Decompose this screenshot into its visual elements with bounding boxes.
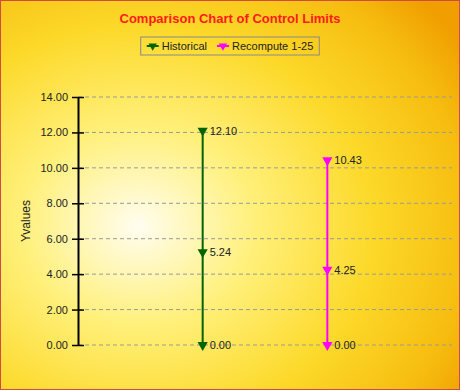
legend-marker	[219, 44, 227, 51]
legend: Historical Recompute 1-25	[141, 37, 320, 55]
legend-label: Historical	[162, 40, 207, 52]
y-tick: 4.00	[47, 268, 84, 280]
data-label: 0.00	[334, 339, 355, 351]
chart-svg: Comparison Chart of Control Limits 0.00 2.…	[0, 0, 460, 390]
data-label: 10.43	[334, 154, 362, 166]
y-tick-mark	[72, 168, 84, 170]
legend-box	[141, 37, 320, 55]
marker	[322, 157, 332, 166]
legend-marker	[149, 44, 157, 51]
series-line	[326, 160, 328, 345]
data-label: 12.10	[210, 125, 238, 137]
grid	[78, 97, 452, 345]
y-tick-label: 4.00	[47, 268, 68, 280]
y-tick-mark	[72, 345, 84, 347]
y-tick-mark	[72, 274, 84, 276]
y-tick-mark	[72, 203, 84, 205]
y-tick-mark	[72, 309, 84, 311]
y-tick: 10.00	[40, 162, 84, 174]
y-tick: 8.00	[47, 197, 84, 209]
y-tick-mark	[72, 97, 84, 99]
y-tick-mark	[72, 238, 84, 240]
grid-line	[78, 238, 452, 239]
data-label: 0.00	[210, 339, 231, 351]
legend-item: Historical	[147, 40, 207, 52]
marker	[198, 128, 208, 137]
y-tick: 2.00	[47, 304, 84, 316]
y-tick-label: 8.00	[47, 197, 68, 209]
grid-line	[78, 167, 452, 168]
chart-container: Comparison Chart of Control Limits 0.00 2.…	[0, 0, 460, 390]
legend-item: Recompute 1-25	[217, 40, 313, 52]
y-tick-label: 12.00	[40, 126, 68, 138]
series	[198, 128, 208, 351]
grid-line	[78, 274, 452, 275]
y-tick-label: 2.00	[47, 304, 68, 316]
marker	[322, 267, 332, 276]
background	[1, 1, 460, 390]
legend-label: Recompute 1-25	[232, 40, 313, 52]
grid-line	[78, 203, 452, 204]
y-tick: 6.00	[47, 233, 84, 245]
y-tick: 0.00	[47, 339, 84, 351]
data-label: 5.24	[210, 246, 231, 258]
plot-area	[198, 128, 333, 351]
series	[322, 157, 332, 351]
marker	[322, 342, 332, 351]
data-label: 4.25	[334, 264, 355, 276]
y-tick: 12.00	[40, 126, 84, 138]
y-tick-label: 10.00	[40, 162, 68, 174]
grid-line	[78, 345, 452, 346]
y-axis-line	[78, 98, 80, 346]
title: Comparison Chart of Control Limits	[120, 11, 341, 26]
y-axis: 0.00 2.00 4.00 6.00 8.00 10.00 12.00 14.00	[40, 91, 84, 351]
data-labels: 12.10 5.24 0.00 10.43 4.25 0.00	[210, 125, 362, 351]
y-tick: 14.00	[40, 91, 84, 103]
y-tick-label: 0.00	[47, 339, 68, 351]
y-axis-title: Yvalues	[19, 200, 33, 242]
grid-line	[78, 309, 452, 310]
grid-line	[78, 132, 452, 133]
series-line	[202, 131, 204, 345]
marker	[198, 342, 208, 351]
y-tick-mark	[72, 132, 84, 134]
y-tick-label: 14.00	[40, 91, 68, 103]
y-tick-label: 6.00	[47, 233, 68, 245]
marker	[198, 249, 208, 258]
grid-line	[78, 97, 452, 98]
